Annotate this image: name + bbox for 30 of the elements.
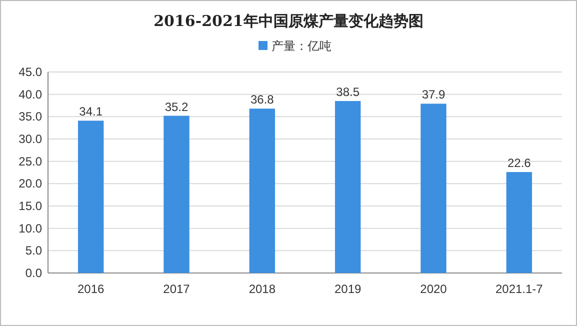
y-tick-label: 5.0 <box>25 244 42 258</box>
data-label: 22.6 <box>507 156 532 170</box>
data-label: 37.9 <box>422 88 446 102</box>
bar <box>334 101 361 273</box>
x-tick-label: 2017 <box>163 282 190 296</box>
x-tick-label: 2018 <box>248 282 276 296</box>
data-label: 34.1 <box>79 104 103 119</box>
bar <box>506 172 532 273</box>
y-tick-label: 20.0 <box>18 176 42 191</box>
y-tick-label: 0.0 <box>25 266 42 280</box>
bar <box>420 104 446 273</box>
bar <box>249 108 276 273</box>
y-tick-label: 25.0 <box>18 154 42 168</box>
legend-label: 产量：亿吨 <box>272 39 332 53</box>
x-tick-label: 2016 <box>77 282 105 296</box>
y-tick-label: 30.0 <box>18 132 42 146</box>
x-tick-label: 2019 <box>334 282 362 296</box>
y-tick-label: 45.0 <box>18 65 42 79</box>
y-tick-label: 40.0 <box>18 87 42 102</box>
x-tick-label: 2021.1-7 <box>495 282 544 296</box>
chart-title: 2016-2021年中国原煤产量变化趋势图 <box>154 12 424 30</box>
y-tick-label: 15.0 <box>18 199 42 213</box>
x-tick-label: 2020 <box>420 282 448 296</box>
bar <box>164 116 190 273</box>
y-tick-label: 35.0 <box>18 110 42 124</box>
y-tick-label: 10.0 <box>18 221 42 236</box>
data-label: 35.2 <box>164 100 188 114</box>
bar <box>78 120 104 273</box>
data-label: 36.8 <box>250 92 274 107</box>
data-label: 38.5 <box>336 85 360 100</box>
